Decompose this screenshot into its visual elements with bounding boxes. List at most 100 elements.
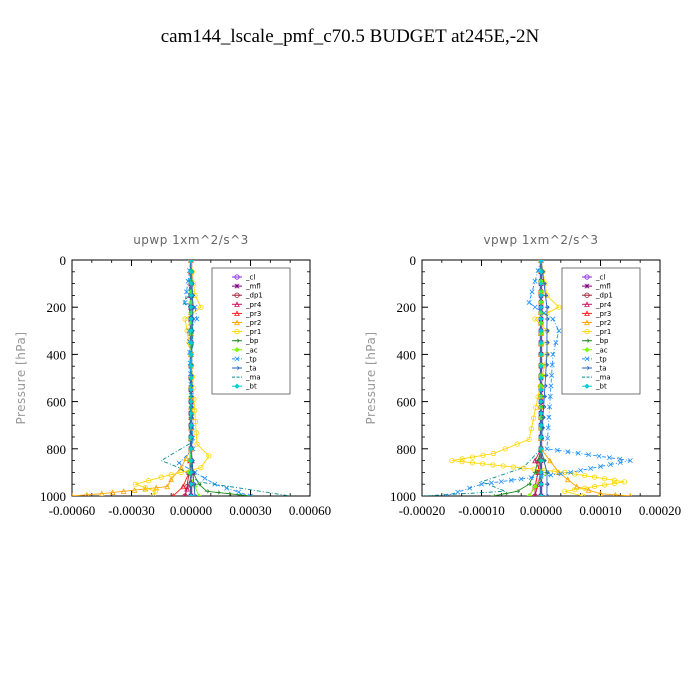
series-marker-ta [543, 373, 549, 378]
series-marker-tp [617, 460, 623, 466]
series-marker-pr2 [153, 484, 160, 491]
series-marker-bt [188, 280, 194, 287]
series-marker-pr2 [564, 476, 571, 483]
series-marker-pr2 [613, 491, 618, 496]
legend: _cl_mfl_dp1_pr4_pr3_pr2_pr1_bp_ac_tp_ta_… [211, 267, 291, 395]
x-tick-label: 0.00020 [639, 503, 681, 518]
series-marker-pr1 [601, 482, 608, 488]
legend-label: _ac [595, 346, 608, 354]
y-tick-label: 0 [410, 253, 417, 268]
series-marker-tp [553, 340, 559, 346]
series-marker-ta [544, 328, 550, 333]
series-marker-pr2 [131, 487, 138, 493]
series-marker-bt [538, 422, 544, 428]
series-marker-tp [498, 479, 504, 485]
series-marker-ta [544, 493, 550, 496]
series-marker-bp [503, 491, 509, 496]
series-marker-ta [540, 415, 546, 420]
x-tick-label: -0.00060 [49, 503, 96, 518]
series-marker-pr1 [601, 476, 608, 482]
series-marker-bt [188, 434, 194, 440]
series-marker-bt [188, 481, 194, 487]
series-marker-bp [515, 489, 520, 494]
series-marker-bt [188, 457, 194, 464]
series-line-ma [160, 260, 291, 496]
series-marker-pr1 [469, 460, 475, 466]
series-marker-pr1 [158, 474, 164, 480]
legend-marker [584, 283, 590, 289]
series-marker-ac [532, 483, 538, 490]
series-marker-bt [188, 422, 194, 428]
series-marker-pr1 [142, 485, 148, 491]
series-marker-tp [575, 450, 581, 456]
series-marker-pr1 [198, 304, 204, 310]
series-group [422, 260, 633, 496]
legend-label: _ta [245, 365, 257, 373]
chart-panel-1: upwp 1xm^2/s^3 Pressure [hPa] 0 200 400 600 80… [14, 233, 331, 518]
series-marker-ta [541, 404, 547, 409]
series-marker-tp [479, 481, 484, 487]
series-line-tp [178, 260, 251, 496]
series-marker-pr1 [532, 316, 538, 322]
x-tick-label: 0.00010 [579, 503, 621, 518]
legend-marker [234, 292, 240, 298]
series-marker-tp [526, 299, 532, 305]
series-marker-tp [176, 460, 182, 466]
series-marker-bt [538, 469, 544, 476]
series-marker-pr1 [572, 487, 578, 493]
series-marker-pr1 [479, 461, 486, 467]
legend-label: _pr2 [595, 319, 611, 327]
series-marker-pr1 [191, 396, 197, 402]
legend-marker [234, 274, 240, 280]
legend-label: _pr1 [595, 328, 611, 336]
series-marker-pr1 [150, 493, 156, 496]
y-tick-label: 600 [47, 395, 67, 410]
series-marker-bt [538, 316, 544, 322]
series-marker-tp [184, 289, 190, 295]
legend-marker [234, 338, 240, 343]
series-marker-bt [538, 481, 544, 487]
legend-marker [234, 356, 240, 362]
series-marker-ta [544, 470, 550, 475]
legend-label: _bt [595, 383, 607, 391]
series-marker-bt [538, 269, 544, 275]
series-marker-pr2 [183, 455, 189, 461]
series-marker-tp [488, 480, 494, 486]
series-marker-tp [588, 465, 594, 471]
series-marker-ac [526, 493, 532, 496]
legend-marker [584, 319, 590, 326]
series-marker-pr2 [84, 491, 90, 496]
y-tick-label: 600 [397, 395, 417, 410]
legend-marker [584, 338, 590, 343]
series-marker-tp [578, 467, 584, 473]
y-tick-label: 0 [60, 253, 67, 268]
series-marker-ac [196, 493, 202, 496]
series-marker-pr1 [514, 441, 520, 447]
series-marker-tp [627, 458, 633, 464]
series-marker-bt [188, 493, 194, 496]
series-marker-pr1 [551, 468, 558, 474]
legend-label: _mfl [595, 283, 611, 291]
legend-label: _bp [245, 337, 259, 345]
series-marker-bt [538, 280, 544, 287]
series-marker-tp [544, 446, 550, 452]
y-tick-label: 800 [397, 442, 417, 457]
series-marker-tp [467, 485, 473, 491]
series-marker-tp [545, 425, 551, 431]
legend-label: _pr4 [595, 301, 612, 309]
legend-label: _pr2 [245, 319, 261, 327]
series-marker-tp [606, 455, 612, 461]
series-marker-pr1 [145, 478, 151, 484]
series-marker-pr1 [611, 480, 617, 487]
series-marker-bt [188, 351, 194, 358]
series-marker-pr2 [585, 487, 592, 493]
series-marker-tp [528, 475, 534, 481]
series-marker-tp [546, 414, 552, 420]
series-marker-pr1 [152, 488, 158, 494]
series-marker-pr1 [591, 483, 598, 490]
series-marker-bt [538, 434, 544, 440]
series-marker-pr1 [556, 304, 562, 310]
panel-title: vpwp 1xm^2/s^3 [483, 233, 598, 247]
series-marker-pr1 [193, 430, 199, 436]
x-tick-label: 0.00000 [520, 503, 562, 518]
